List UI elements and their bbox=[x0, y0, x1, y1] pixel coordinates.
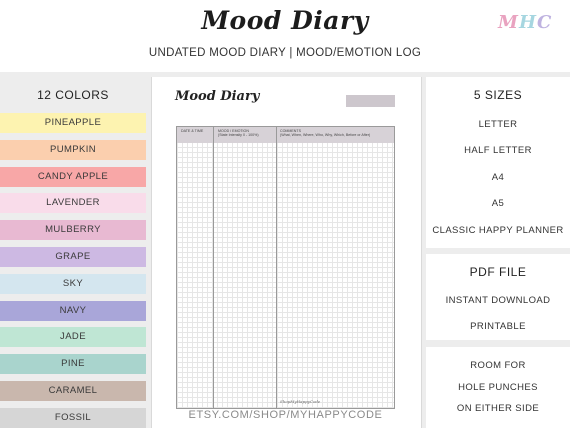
color-swatch-pumpkin: PUMPKIN bbox=[0, 139, 146, 160]
subtitle: UNDATED MOOD DIARY | MOOD/EMOTION LOG bbox=[148, 47, 422, 59]
sizes-panel: 5 SIZES LETTER HALF LETTER A4 A5 CLASSIC… bbox=[426, 77, 570, 248]
column-divider bbox=[213, 127, 214, 408]
col-header-comments: COMMENTS (What, When, Where, Who, Why, W… bbox=[280, 129, 370, 138]
pdf-panel: PDF FILE INSTANT DOWNLOAD PRINTABLE bbox=[426, 254, 570, 340]
page-title: Mood Diary bbox=[175, 89, 260, 104]
pdf-title: PDF FILE bbox=[469, 265, 527, 279]
colors-title: 12 COLORS bbox=[37, 88, 109, 102]
logo-letter: C bbox=[536, 12, 553, 33]
color-swatch-sky: SKY bbox=[0, 273, 146, 294]
color-swatch-pine: PINE bbox=[0, 354, 146, 375]
color-swatch-navy: NAVY bbox=[0, 300, 146, 321]
main-title: Mood Diary bbox=[201, 6, 369, 35]
logo-letter: M bbox=[498, 12, 519, 33]
size-item: A4 bbox=[491, 172, 505, 183]
color-swatch-mulberry: MULBERRY bbox=[0, 220, 146, 241]
column-divider bbox=[276, 127, 277, 408]
color-swatch-lavender: LAVENDER bbox=[0, 193, 146, 214]
color-swatch-grape: GRAPE bbox=[0, 247, 146, 267]
hole-punch-item: ROOM FOR bbox=[470, 360, 526, 371]
color-swatch-fossil: FOSSIL bbox=[0, 407, 146, 428]
sizes-title: 5 SIZES bbox=[473, 88, 523, 102]
hole-punch-item: ON EITHER SIDE bbox=[456, 403, 540, 414]
colors-panel: 12 COLORS PINEAPPLE PUMPKIN CANDY APPLE LAV… bbox=[0, 80, 146, 428]
shop-url: ETSY.COM/SHOP/MYHAPPYCODE bbox=[188, 409, 383, 421]
header-banner: Mood Diary UNDATED MOOD DIARY | MOOD/EMO… bbox=[0, 0, 570, 72]
col-header-date-label: DATE & TIME bbox=[181, 129, 204, 133]
color-swatch-jade: JADE bbox=[0, 327, 146, 348]
col-header-date: DATE & TIME bbox=[181, 129, 203, 133]
size-item: HALF LETTER bbox=[464, 145, 532, 156]
color-swatch-caramel: CARAMEL bbox=[0, 381, 146, 401]
col-header-mood-label: MOOD / EMOTION bbox=[218, 129, 249, 133]
mood-log-table: DATE & TIME MOOD / EMOTION (State Intens… bbox=[176, 126, 395, 409]
pdf-item: INSTANT DOWNLOAD bbox=[445, 295, 551, 306]
col-header-comments-note: (What, When, Where, Who, Why, Which, Bef… bbox=[280, 133, 371, 138]
table-header bbox=[177, 127, 394, 143]
pdf-item: PRINTABLE bbox=[470, 321, 526, 332]
planner-page-preview: Mood Diary DATE & TIME MOOD / EMOTION (S… bbox=[151, 77, 422, 428]
color-swatch-candy-apple: CANDY APPLE bbox=[0, 166, 146, 187]
size-item: A5 bbox=[491, 198, 505, 209]
col-header-comments-label: COMMENTS bbox=[280, 129, 301, 133]
color-swatch-pineapple: PINEAPPLE bbox=[0, 113, 146, 133]
page-footer-mark: ShopMyHappyCode bbox=[280, 399, 321, 404]
size-item: CLASSIC HAPPY PLANNER bbox=[432, 225, 564, 236]
hole-punch-item: HOLE PUNCHES bbox=[458, 382, 538, 393]
col-header-mood-note: (State Intensity 0 - 100%) bbox=[218, 133, 259, 138]
brand-logo: MHC bbox=[498, 12, 552, 33]
title-bar-decoration bbox=[346, 95, 395, 107]
logo-letter: H bbox=[518, 12, 537, 33]
hole-punch-panel: ROOM FOR HOLE PUNCHES ON EITHER SIDE bbox=[426, 347, 570, 428]
col-header-mood: MOOD / EMOTION (State Intensity 0 - 100%… bbox=[218, 129, 259, 138]
size-item: LETTER bbox=[478, 119, 518, 130]
